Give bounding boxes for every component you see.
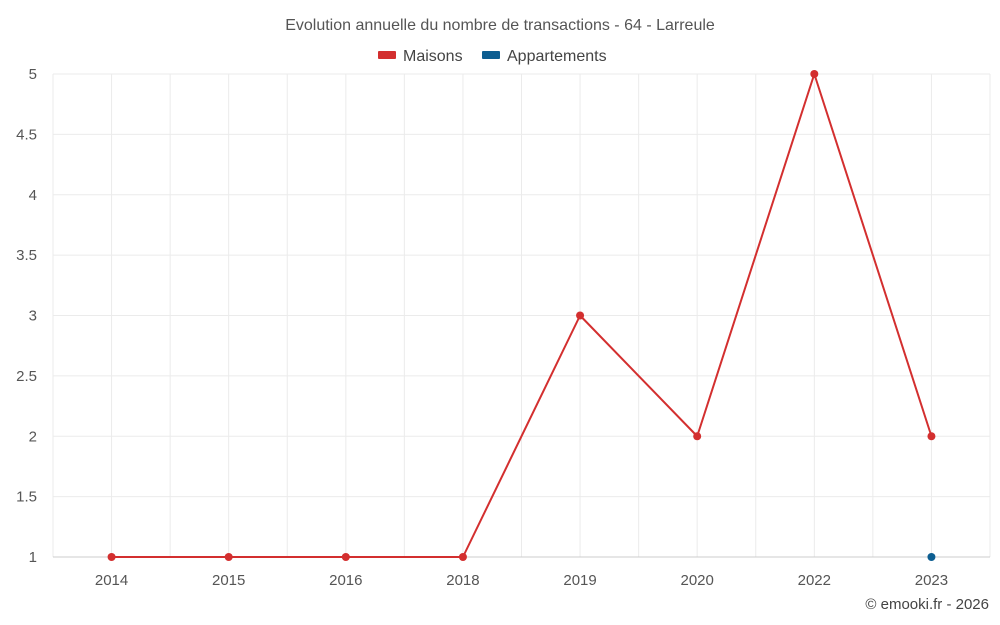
x-tick-label: 2018 <box>446 572 479 589</box>
legend-item-appartements[interactable]: Appartements <box>482 48 607 65</box>
series <box>107 70 936 561</box>
y-tick-label: 4.5 <box>16 126 37 143</box>
y-tick-label: 1.5 <box>16 489 37 506</box>
y-tick-label: 1 <box>29 549 37 566</box>
legend-item-maisons[interactable]: Maisons <box>378 48 463 65</box>
footer-credit: © emooki.fr - 2026 <box>865 596 989 613</box>
y-tick-label: 3.5 <box>16 247 37 264</box>
x-tick-label: 2020 <box>681 572 714 589</box>
legend-swatch-maisons <box>378 51 396 59</box>
y-axis-ticks: 1 1.5 2 2.5 3 3.5 4 4.5 5 <box>16 66 37 566</box>
series-line-maisons <box>111 73 933 558</box>
legend: Maisons Appartements <box>378 48 607 65</box>
legend-swatch-appartements <box>482 51 500 59</box>
y-tick-label: 4 <box>29 187 37 204</box>
data-point-maisons-2023[interactable] <box>927 432 936 441</box>
data-point-maisons-2015[interactable] <box>224 553 233 561</box>
data-point-maisons-2022[interactable] <box>810 70 819 78</box>
x-tick-label: 2022 <box>798 572 831 589</box>
data-point-appartements-2023[interactable] <box>927 553 936 561</box>
y-tick-label: 5 <box>29 66 37 83</box>
legend-label-maisons: Maisons <box>403 48 463 65</box>
x-tick-label: 2016 <box>329 572 362 589</box>
data-point-maisons-2020[interactable] <box>693 432 702 441</box>
data-point-maisons-2014[interactable] <box>107 553 116 561</box>
grid <box>52 73 991 558</box>
data-point-maisons-2016[interactable] <box>341 553 350 561</box>
data-point-maisons-2018[interactable] <box>458 553 467 561</box>
y-tick-label: 2 <box>29 428 37 445</box>
x-tick-label: 2014 <box>95 572 128 589</box>
x-axis-ticks: 2014 2015 2016 2018 2019 2020 2022 2023 <box>95 572 948 589</box>
legend-label-appartements: Appartements <box>507 48 607 65</box>
y-tick-label: 2.5 <box>16 368 37 385</box>
y-tick-label: 3 <box>29 308 37 325</box>
x-tick-label: 2023 <box>915 572 948 589</box>
x-tick-label: 2015 <box>212 572 245 589</box>
chart-title: Evolution annuelle du nombre de transact… <box>285 17 715 34</box>
x-tick-label: 2019 <box>563 572 596 589</box>
data-point-maisons-2019[interactable] <box>576 311 585 320</box>
